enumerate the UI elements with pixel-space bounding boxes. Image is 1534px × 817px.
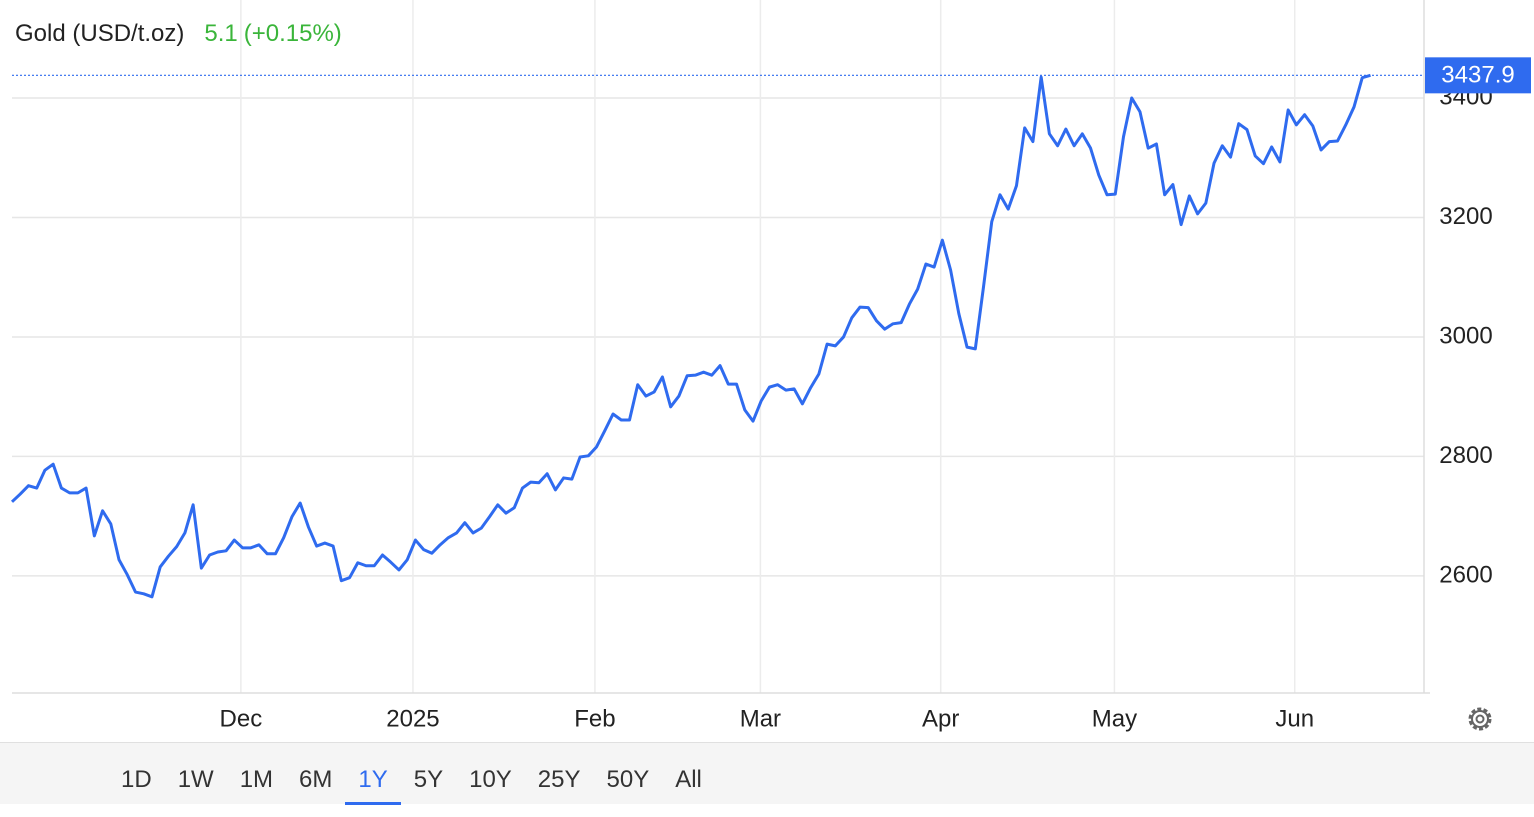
range-button[interactable]: 50Y (606, 765, 650, 793)
x-tick-label: May (1092, 705, 1137, 732)
y-tick-label: 2600 (1439, 561, 1492, 588)
range-button[interactable]: 1M (239, 765, 274, 793)
range-button[interactable]: 25Y (537, 765, 581, 793)
price-change: 5.1 (204, 20, 238, 47)
last-value-label: 3437.9 (1441, 62, 1514, 89)
header: Gold (USD/t.oz) 5.1 (+0.15%) (15, 20, 342, 48)
range-button[interactable]: 5Y (413, 765, 444, 793)
y-tick-label: 3200 (1439, 203, 1492, 230)
range-button[interactable]: All (675, 765, 702, 793)
x-tick-label: Apr (922, 705, 959, 732)
price-change-percent: (+0.15%) (243, 20, 342, 47)
range-button[interactable]: 6M (299, 765, 333, 793)
range-bar: 1D 1W 1M 6M 1Y 5Y 10Y 25Y 50Y All (0, 742, 1534, 805)
x-tick-label: Dec (220, 705, 263, 732)
x-tick-label: Mar (740, 705, 781, 732)
instrument-name: Gold (USD/t.oz) (15, 20, 185, 47)
last-value-badge (1425, 57, 1531, 94)
price-line (10, 73, 1371, 599)
x-tick-label: 2025 (386, 705, 439, 732)
range-button[interactable]: 10Y (469, 765, 512, 793)
range-button[interactable]: 1Y (345, 743, 401, 805)
x-tick-label: Jun (1275, 705, 1314, 732)
range-button[interactable]: 1D (121, 765, 152, 793)
y-tick-label: 2800 (1439, 442, 1492, 469)
x-tick-label: Feb (574, 705, 615, 732)
y-tick-label: 3000 (1439, 322, 1492, 349)
settings-icon[interactable] (1468, 707, 1492, 731)
range-button[interactable]: 1W (177, 765, 214, 793)
